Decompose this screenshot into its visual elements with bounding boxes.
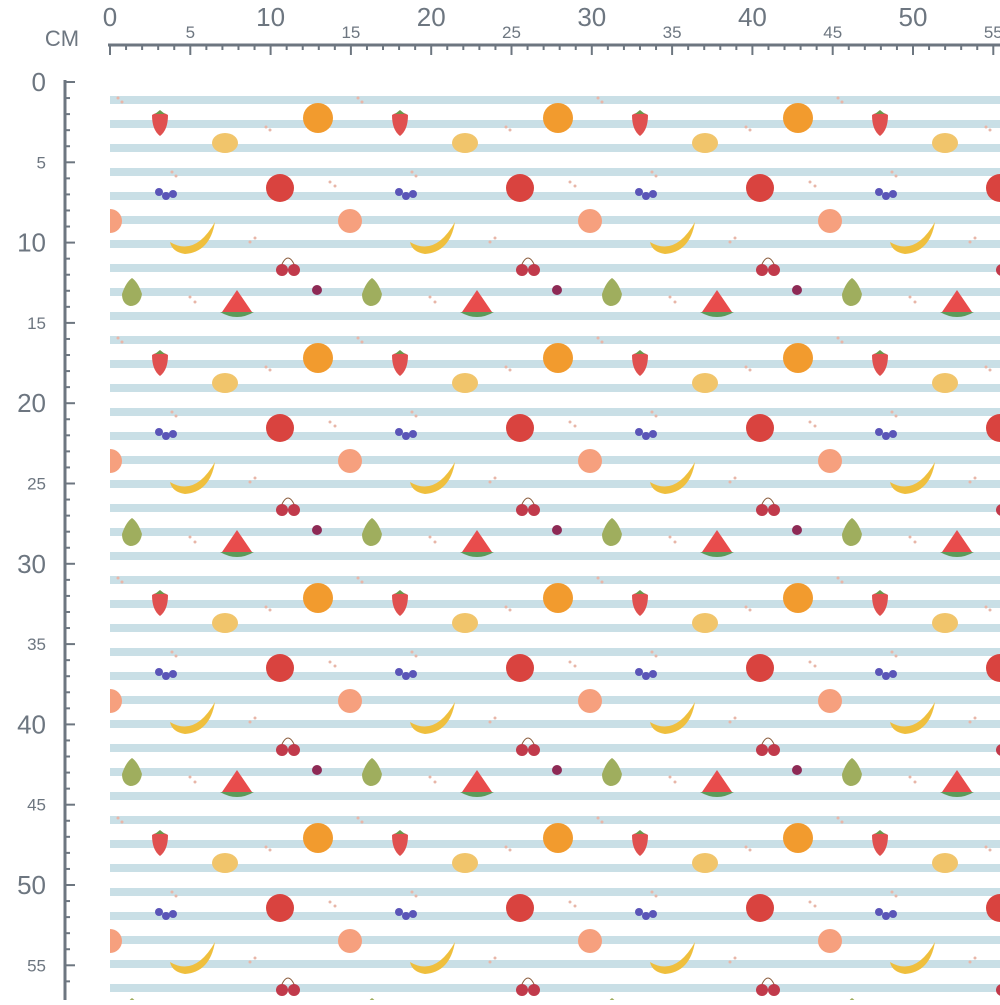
top-ruler-label: 30 [577, 2, 606, 32]
left-ruler-label: 10 [17, 228, 46, 258]
left-ruler-bg [0, 0, 92, 1000]
left-ruler-label: 15 [27, 314, 46, 333]
ruler-ticks: 0 5 10 15 20 25 30 35 40 45 50 55 0 5 10 15 20 25 30 35 40 45… [17, 2, 1000, 983]
left-ruler-label: 30 [17, 549, 46, 579]
left-ruler-label: 40 [17, 709, 46, 739]
left-ruler-label: 45 [27, 796, 46, 815]
left-ruler-label: 55 [27, 956, 46, 975]
top-ruler-label: 35 [663, 23, 682, 42]
left-ruler-label: 25 [27, 475, 46, 494]
left-ruler-label: 0 [32, 67, 46, 97]
top-ruler-label: 45 [823, 23, 842, 42]
top-ruler-label: 20 [417, 2, 446, 32]
left-ruler-label: 5 [37, 153, 46, 172]
left-ruler-label: 35 [27, 635, 46, 654]
unit-label: CM [45, 26, 79, 51]
top-ruler-label: 50 [899, 2, 928, 32]
top-ruler-label: 40 [738, 2, 767, 32]
left-ruler-label: 20 [17, 388, 46, 418]
top-ruler-label: 0 [103, 2, 117, 32]
top-ruler-label: 5 [186, 23, 195, 42]
top-ruler-label: 55 [984, 23, 1000, 42]
top-ruler-label: 15 [341, 23, 360, 42]
top-ruler-label: 10 [256, 2, 285, 32]
top-ruler-bg [0, 0, 1000, 62]
left-ruler-label: 50 [17, 870, 46, 900]
top-ruler-label: 25 [502, 23, 521, 42]
fabric-print [110, 82, 1000, 1000]
